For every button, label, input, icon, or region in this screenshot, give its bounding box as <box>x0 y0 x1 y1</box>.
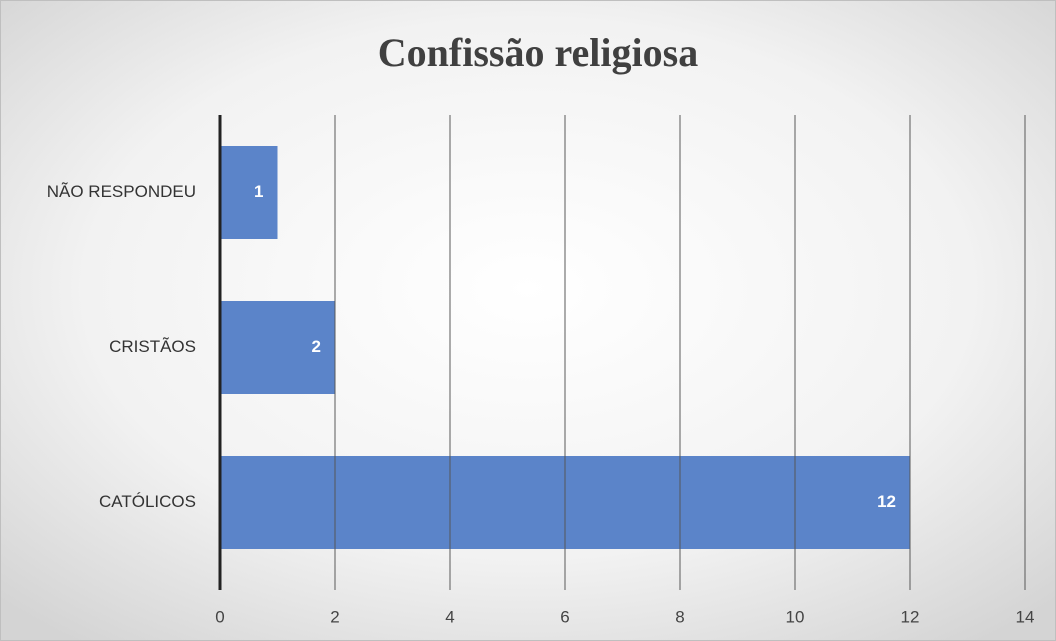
y-tick-label: NÃO RESPONDEU <box>47 182 196 201</box>
data-label: 12 <box>877 492 896 511</box>
x-tick-label: 8 <box>675 607 684 626</box>
bar <box>220 301 335 394</box>
y-tick-label: CRISTÃOS <box>109 337 196 356</box>
x-tick-label: 6 <box>560 607 569 626</box>
data-label: 2 <box>312 337 321 356</box>
x-tick-label: 14 <box>1016 607 1035 626</box>
x-tick-label: 2 <box>330 607 339 626</box>
x-tick-label: 10 <box>786 607 805 626</box>
chart-title: Confissão religiosa <box>378 30 698 75</box>
data-label: 1 <box>254 182 263 201</box>
x-tick-label: 4 <box>445 607 454 626</box>
bar <box>220 146 278 239</box>
x-tick-label: 12 <box>901 607 920 626</box>
y-tick-label: CATÓLICOS <box>99 492 196 511</box>
x-tick-label: 0 <box>215 607 224 626</box>
